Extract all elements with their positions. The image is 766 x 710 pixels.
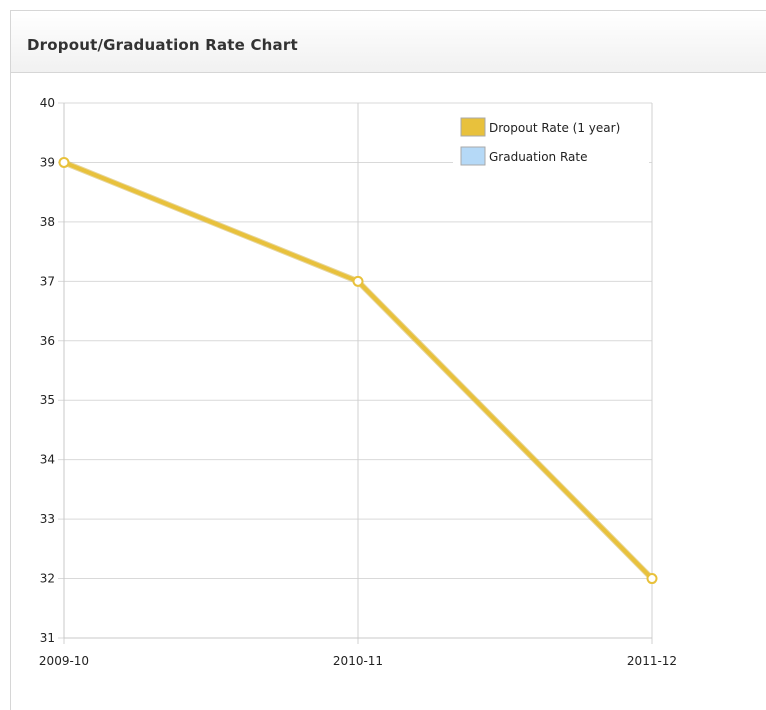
y-tick-label: 39 <box>40 155 55 169</box>
line-chart: 31 32 33 34 35 36 37 38 39 40 2009-10 2010-11 2011-1… <box>39 96 677 668</box>
x-tick-label: 2009-10 <box>39 654 89 668</box>
legend-swatch <box>460 117 486 137</box>
y-tick-label: 34 <box>40 453 55 467</box>
legend-background <box>453 113 649 171</box>
legend-swatch <box>460 146 486 166</box>
y-tick-label: 36 <box>40 334 55 348</box>
y-tick-label: 40 <box>40 96 55 110</box>
y-tick-label: 32 <box>40 572 55 586</box>
legend-label: Dropout Rate (1 year) <box>489 121 620 135</box>
panel-title: Dropout/Graduation Rate Chart <box>27 36 298 54</box>
x-tick-label: 2011-12 <box>627 654 677 668</box>
data-point <box>58 156 70 168</box>
y-tick-label: 33 <box>40 512 55 526</box>
y-tick-label: 31 <box>40 631 55 645</box>
y-tick-label: 35 <box>40 393 55 407</box>
legend-label: Graduation Rate <box>489 150 587 164</box>
x-tick-label: 2010-11 <box>333 654 383 668</box>
panel-header: Dropout/Graduation Rate Chart <box>11 11 766 73</box>
data-point <box>646 573 658 585</box>
data-point <box>352 275 364 287</box>
y-tick-label: 38 <box>40 215 55 229</box>
y-tick-label: 37 <box>40 274 55 288</box>
